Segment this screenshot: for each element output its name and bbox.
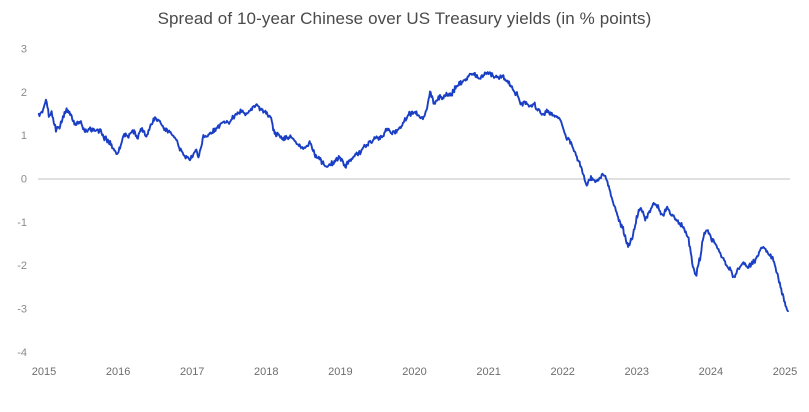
x-tick-label: 2019 xyxy=(328,366,352,378)
y-tick-label: -4 xyxy=(17,347,27,359)
x-tick-label: 2016 xyxy=(106,366,130,378)
x-tick-label: 2017 xyxy=(180,366,204,378)
x-tick-label: 2024 xyxy=(699,366,723,378)
x-tick-label: 2015 xyxy=(32,366,56,378)
y-tick-label: 1 xyxy=(21,130,27,142)
x-tick-label: 2025 xyxy=(773,366,797,378)
spread-line-series xyxy=(37,71,789,313)
y-tick-label: 3 xyxy=(21,44,27,56)
x-tick-label: 2020 xyxy=(402,366,426,378)
x-tick-label: 2018 xyxy=(254,366,278,378)
y-tick-label: -3 xyxy=(17,304,27,316)
x-tick-label: 2021 xyxy=(476,366,500,378)
x-tick-label: 2022 xyxy=(550,366,574,378)
y-tick-label: 0 xyxy=(21,174,27,186)
y-tick-label: 2 xyxy=(21,87,27,99)
chart-title: Spread of 10-year Chinese over US Treasu… xyxy=(157,9,652,28)
y-tick-label: -1 xyxy=(17,217,27,229)
y-tick-label: -2 xyxy=(17,260,27,272)
x-tick-label: 2023 xyxy=(625,366,649,378)
